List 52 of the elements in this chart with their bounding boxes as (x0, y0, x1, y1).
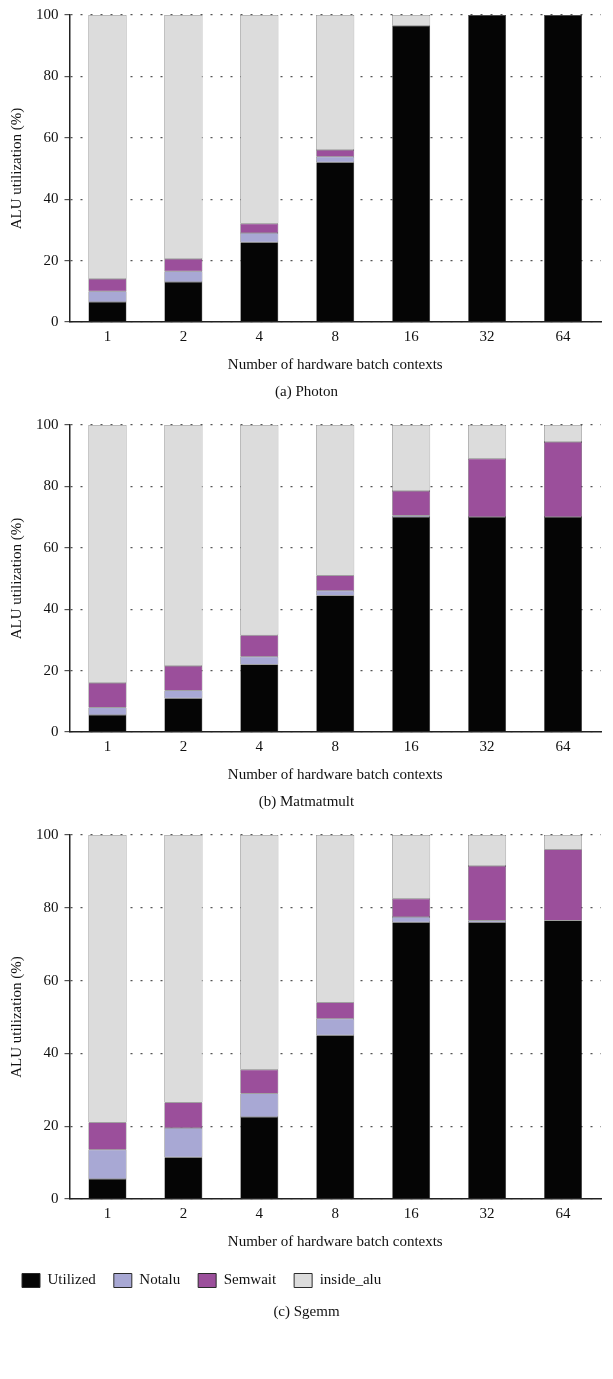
y-tick-label: 60 (43, 971, 59, 988)
x-tick-label: 8 (331, 1204, 339, 1221)
y-tick-label: 80 (43, 67, 59, 84)
y-axis-title: ALU utilization (%) (7, 107, 25, 230)
y-tick-label: 20 (43, 251, 59, 268)
y-tick-label: 60 (43, 538, 59, 555)
x-tick-label: 16 (403, 1204, 420, 1221)
y-tick-label: 80 (43, 477, 59, 494)
x-tick-label: 16 (403, 327, 420, 344)
y-tick-label: 100 (36, 415, 59, 432)
y-axis-title: ALU utilization (%) (7, 956, 25, 1078)
y-axis-title: ALU utilization (%) (7, 517, 25, 640)
x-tick-label: 8 (331, 327, 339, 344)
y-tick-label: 40 (43, 190, 59, 207)
text: (c) Sgemm (272, 1302, 341, 1321)
x-tick-label: 64 (555, 737, 572, 754)
x-tick-label: 1 (103, 327, 112, 344)
x-tick-label: 2 (179, 737, 188, 754)
x-tick-label: 4 (255, 327, 264, 344)
x-tick-label: 4 (255, 1204, 264, 1221)
x-tick-label: 2 (179, 327, 188, 344)
y-tick-label: 80 (43, 898, 59, 915)
y-tick-label: 60 (43, 128, 59, 145)
x-axis-title: Number of hardware batch contexts (227, 355, 443, 372)
x-tick-label: 1 (103, 737, 112, 754)
y-tick-label: 0 (51, 722, 59, 739)
y-tick-label: 0 (51, 1189, 59, 1206)
legend-label: inside_alu (319, 1271, 382, 1288)
x-tick-label: 16 (403, 737, 420, 754)
y-tick-label: 20 (43, 1117, 59, 1134)
x-tick-label: 32 (479, 737, 495, 754)
x-tick-label: 1 (103, 1204, 112, 1221)
x-tick-label: 4 (255, 737, 264, 754)
y-tick-label: 40 (43, 1044, 59, 1061)
text: (a) Photon (274, 382, 339, 401)
legend-label: Utilized (47, 1271, 97, 1288)
legend-label: Semwait (223, 1271, 277, 1288)
x-tick-label: 2 (179, 1204, 188, 1221)
y-tick-label: 20 (43, 661, 59, 678)
x-tick-label: 64 (555, 1204, 572, 1221)
x-tick-label: 64 (555, 327, 572, 344)
x-axis-title: Number of hardware batch contexts (227, 1232, 443, 1249)
x-tick-label: 32 (479, 1204, 495, 1221)
y-tick-label: 100 (36, 5, 59, 22)
y-tick-label: 100 (36, 825, 59, 842)
y-tick-label: 0 (51, 312, 59, 329)
x-tick-label: 8 (331, 737, 339, 754)
y-tick-label: 40 (43, 600, 59, 617)
text: (b) Matmatmult (257, 792, 356, 811)
x-tick-label: 32 (479, 327, 495, 344)
x-axis-title: Number of hardware batch contexts (227, 765, 443, 782)
legend-label: Notalu (139, 1271, 181, 1288)
